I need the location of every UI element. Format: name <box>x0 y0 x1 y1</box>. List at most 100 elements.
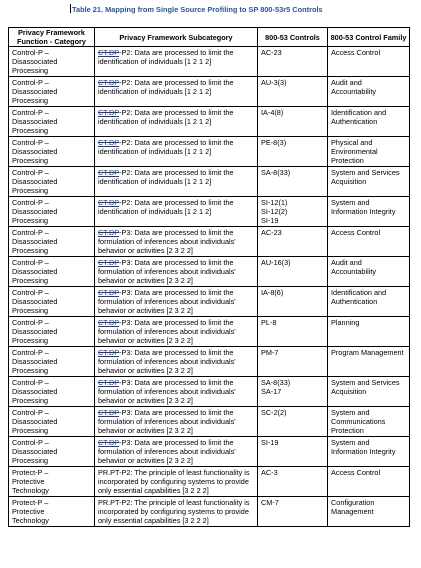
table-row: Control-P – Disassociated Processing CT.D… <box>8 136 410 167</box>
function-cell: Control-P – Disassociated Processing <box>8 136 95 167</box>
table-body: Control-P – Disassociated Processing CT.D… <box>8 46 410 527</box>
header-row: Privacy Framework Function - Category Pr… <box>8 27 410 47</box>
subcategory-cell: CT.DP-P3: Data are processed to limit th… <box>94 406 258 437</box>
function-cell: Control-P – Disassociated Processing <box>8 406 95 437</box>
header-family: 800-53 Control Family <box>327 27 410 47</box>
table-row: Control-P – Disassociated Processing CT.D… <box>8 316 410 347</box>
subcategory-id-tracked-change: CT.DP <box>98 228 120 237</box>
subcategory-cell: CT.DP-P3: Data are processed to limit th… <box>94 256 258 287</box>
subcategory-cell: CT.DP-P3: Data are processed to limit th… <box>94 226 258 257</box>
table-row: Protect-P – Protective Technology PR.PT-P… <box>8 466 410 497</box>
subcategory-text: -P3: Data are processed to limit the for… <box>98 258 236 286</box>
subcategory-cell: CT.DP-P2: Data are processed to limit th… <box>94 136 258 167</box>
subcategory-text: -P3: Data are processed to limit the for… <box>98 408 236 436</box>
subcategory-text: -P2: Data are processed to limit the ide… <box>98 78 234 97</box>
function-cell: Control-P – Disassociated Processing <box>8 286 95 317</box>
subcategory-cell: CT.DP-P3: Data are processed to limit th… <box>94 436 258 467</box>
table-row: Control-P – Disassociated Processing CT.D… <box>8 286 410 317</box>
table-row: Control-P – Disassociated Processing CT.D… <box>8 436 410 467</box>
function-cell: Control-P – Disassociated Processing <box>8 46 95 77</box>
function-cell: Protect-P – Protective Technology <box>8 496 95 527</box>
controls-cell: SI-12(1) SI-12(2) SI-19 <box>257 196 328 227</box>
subcategory-text: -P2: Data are processed to limit the ide… <box>98 108 234 127</box>
text-cursor <box>70 4 71 13</box>
subcategory-id-tracked-change: CT.DP <box>98 288 120 297</box>
family-cell: Identification and Authentication <box>327 106 410 137</box>
table-row: Control-P – Disassociated Processing CT.D… <box>8 406 410 437</box>
subcategory-id-tracked-change: CT.DP <box>98 378 120 387</box>
header-controls: 800-53 Controls <box>257 27 328 47</box>
table-row: Control-P – Disassociated Processing CT.D… <box>8 196 410 227</box>
family-cell: System and Services Acquisition <box>327 166 410 197</box>
subcategory-cell: CT.DP-P3: Data are processed to limit th… <box>94 376 258 407</box>
table-row: Control-P – Disassociated Processing CT.D… <box>8 76 410 107</box>
subcategory-cell: CT.DP-P2: Data are processed to limit th… <box>94 166 258 197</box>
subcategory-text: -P3: Data are processed to limit the for… <box>98 438 236 466</box>
function-cell: Control-P – Disassociated Processing <box>8 76 95 107</box>
subcategory-cell: CT.DP-P3: Data are processed to limit th… <box>94 316 258 347</box>
subcategory-id-tracked-change: CT.DP <box>98 438 120 447</box>
subcategory-id-tracked-change: CT.DP <box>98 198 120 207</box>
controls-cell: AC-23 <box>257 226 328 257</box>
subcategory-text: -P3: Data are processed to limit the for… <box>98 228 236 256</box>
subcategory-text: -P3: Data are processed to limit the for… <box>98 288 236 316</box>
function-cell: Protect-P – Protective Technology <box>8 466 95 497</box>
subcategory-id-tracked-change: CT.DP <box>98 348 120 357</box>
caption-text: Table 21. Mapping from Single Source Pro… <box>72 5 323 14</box>
table-row: Control-P – Disassociated Processing CT.D… <box>8 376 410 407</box>
subcategory-text: -P3: Data are processed to limit the for… <box>98 318 236 346</box>
function-cell: Control-P – Disassociated Processing <box>8 166 95 197</box>
function-cell: Control-P – Disassociated Processing <box>8 316 95 347</box>
subcategory-text: -P2: Data are processed to limit the ide… <box>98 138 234 157</box>
subcategory-cell: CT.DP-P3: Data are processed to limit th… <box>94 346 258 377</box>
subcategory-cell: CT.DP-P2: Data are processed to limit th… <box>94 196 258 227</box>
function-cell: Control-P – Disassociated Processing <box>8 376 95 407</box>
subcategory-id-tracked-change: CT.DP <box>98 78 120 87</box>
table-row: Control-P – Disassociated Processing CT.D… <box>8 166 410 197</box>
subcategory-id-tracked-change: CT.DP <box>98 318 120 327</box>
subcategory-text: -P3: Data are processed to limit the for… <box>98 348 236 376</box>
family-cell: System and Services Acquisition <box>327 376 410 407</box>
controls-cell: PM-7 <box>257 346 328 377</box>
subcategory-id-tracked-change: CT.DP <box>98 168 120 177</box>
subcategory-cell: CT.DP-P2: Data are processed to limit th… <box>94 46 258 77</box>
subcategory-text: -P2: Data are processed to limit the ide… <box>98 168 234 187</box>
controls-cell: SA-8(33) SA-17 <box>257 376 328 407</box>
controls-cell: SC-2(2) <box>257 406 328 437</box>
family-cell: Access Control <box>327 226 410 257</box>
table-row: Control-P – Disassociated Processing CT.D… <box>8 346 410 377</box>
family-cell: Planning <box>327 316 410 347</box>
controls-cell: PL-8 <box>257 316 328 347</box>
controls-cell: AU-3(3) <box>257 76 328 107</box>
controls-cell: SI-19 <box>257 436 328 467</box>
table-caption: Table 21. Mapping from Single Source Pro… <box>70 4 323 14</box>
subcategory-cell: CT.DP-P2: Data are processed to limit th… <box>94 76 258 107</box>
controls-cell: SA-8(33) <box>257 166 328 197</box>
table-row: Control-P – Disassociated Processing CT.D… <box>8 106 410 137</box>
controls-cell: AU-16(3) <box>257 256 328 287</box>
subcategory-cell: CT.DP-P3: Data are processed to limit th… <box>94 286 258 317</box>
family-cell: Access Control <box>327 466 410 497</box>
controls-cell: PE-8(3) <box>257 136 328 167</box>
subcategory-id-tracked-change: CT.DP <box>98 408 120 417</box>
subcategory-id-tracked-change: CT.DP <box>98 48 120 57</box>
controls-cell: AC-23 <box>257 46 328 77</box>
header-subcategory: Privacy Framework Subcategory <box>94 27 258 47</box>
family-cell: Audit and Accountability <box>327 76 410 107</box>
header-function: Privacy Framework Function - Category <box>8 27 95 47</box>
subcategory-text: -P2: Data are processed to limit the ide… <box>98 198 234 217</box>
function-cell: Control-P – Disassociated Processing <box>8 346 95 377</box>
family-cell: System and Information Integrity <box>327 436 410 467</box>
function-cell: Control-P – Disassociated Processing <box>8 226 95 257</box>
controls-cell: IA-8(6) <box>257 286 328 317</box>
family-cell: Audit and Accountability <box>327 256 410 287</box>
function-cell: Control-P – Disassociated Processing <box>8 436 95 467</box>
subcategory-id-tracked-change: CT.DP <box>98 108 120 117</box>
controls-cell: IA-4(8) <box>257 106 328 137</box>
subcategory-id-tracked-change: CT.DP <box>98 258 120 267</box>
table-row: Control-P – Disassociated Processing CT.D… <box>8 46 410 77</box>
family-cell: System and Information Integrity <box>327 196 410 227</box>
table-header: Privacy Framework Function - Category Pr… <box>8 27 410 47</box>
subcategory-text: -P2: Data are processed to limit the ide… <box>98 48 234 67</box>
family-cell: Identification and Authentication <box>327 286 410 317</box>
